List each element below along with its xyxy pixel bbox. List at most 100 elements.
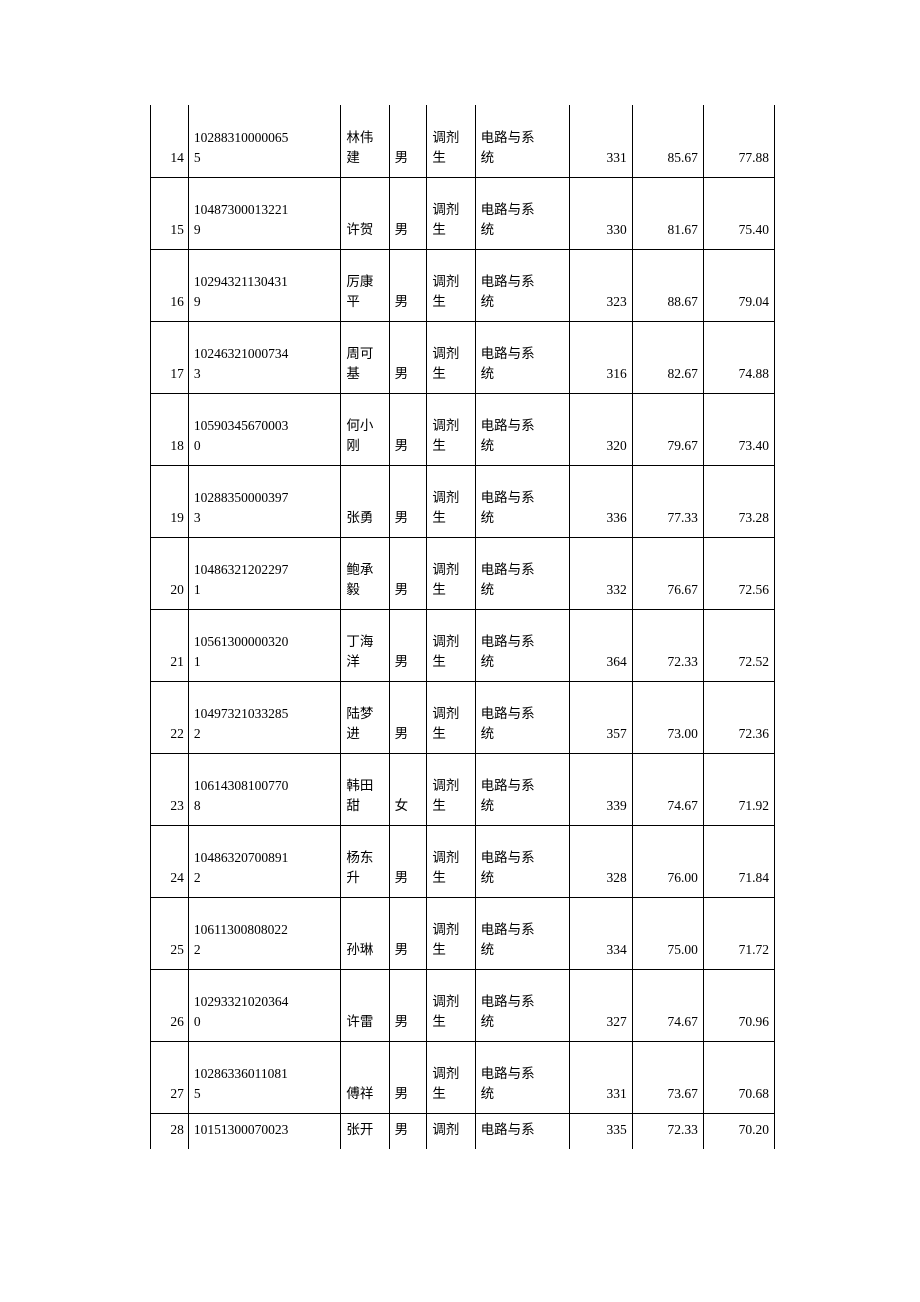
table-row: 27102863360110815傅祥男调剂生电路与系统33173.6770.6… — [151, 1041, 775, 1113]
cell-major: 电路与系统 — [475, 897, 569, 969]
cell-id: 102943211304319 — [188, 249, 341, 321]
cell-score1: 364 — [569, 609, 632, 681]
cell-gender: 男 — [389, 537, 427, 609]
table-row: 20104863212022971鲍承毅男调剂生电路与系统33276.6772.… — [151, 537, 775, 609]
cell-gender: 男 — [389, 177, 427, 249]
cell-score1: 336 — [569, 465, 632, 537]
cell-score1: 323 — [569, 249, 632, 321]
cell-score3: 77.88 — [703, 105, 774, 177]
cell-score1: 357 — [569, 681, 632, 753]
cell-type: 调剂生 — [427, 393, 475, 465]
cell-type: 调剂生 — [427, 105, 475, 177]
cell-type: 调剂生 — [427, 249, 475, 321]
cell-type: 调剂生 — [427, 321, 475, 393]
table-row: 14102883100000655林伟建男调剂生电路与系统33185.6777.… — [151, 105, 775, 177]
cell-gender: 男 — [389, 1041, 427, 1113]
cell-gender: 男 — [389, 105, 427, 177]
cell-id: 104863207008912 — [188, 825, 341, 897]
table-row: 22104973210332852陆梦进男调剂生电路与系统35773.0072.… — [151, 681, 775, 753]
cell-score2: 72.33 — [632, 1113, 703, 1149]
cell-score2: 82.67 — [632, 321, 703, 393]
cell-gender: 男 — [389, 1113, 427, 1149]
cell-name: 傅祥 — [341, 1041, 389, 1113]
cell-score3: 75.40 — [703, 177, 774, 249]
cell-name: 厉康平 — [341, 249, 389, 321]
cell-type: 调剂生 — [427, 825, 475, 897]
cell-score1: 327 — [569, 969, 632, 1041]
cell-name: 何小刚 — [341, 393, 389, 465]
cell-id: 102863360110815 — [188, 1041, 341, 1113]
cell-major: 电路与系统 — [475, 537, 569, 609]
cell-score1: 332 — [569, 537, 632, 609]
cell-type: 调剂生 — [427, 609, 475, 681]
cell-score3: 71.92 — [703, 753, 774, 825]
cell-gender: 男 — [389, 249, 427, 321]
table-row: 18105903456700030何小刚男调剂生电路与系统32079.6773.… — [151, 393, 775, 465]
cell-name: 陆梦进 — [341, 681, 389, 753]
table-row: 21105613000003201丁海洋男调剂生电路与系统36472.3372.… — [151, 609, 775, 681]
cell-name: 张开 — [341, 1113, 389, 1149]
cell-name: 鲍承毅 — [341, 537, 389, 609]
cell-score1: 339 — [569, 753, 632, 825]
cell-gender: 男 — [389, 465, 427, 537]
cell-major: 电路与系统 — [475, 393, 569, 465]
cell-name: 张勇 — [341, 465, 389, 537]
cell-type: 调剂生 — [427, 465, 475, 537]
cell-major: 电路与系 — [475, 1113, 569, 1149]
cell-type: 调剂生 — [427, 681, 475, 753]
cell-major: 电路与系统 — [475, 681, 569, 753]
cell-score2: 73.67 — [632, 1041, 703, 1113]
cell-score1: 331 — [569, 1041, 632, 1113]
cell-score2: 73.00 — [632, 681, 703, 753]
cell-type: 调剂生 — [427, 177, 475, 249]
cell-major: 电路与系统 — [475, 177, 569, 249]
table-row: 16102943211304319厉康平男调剂生电路与系统32388.6779.… — [151, 249, 775, 321]
cell-score2: 88.67 — [632, 249, 703, 321]
cell-index: 17 — [151, 321, 189, 393]
cell-score2: 72.33 — [632, 609, 703, 681]
cell-score2: 81.67 — [632, 177, 703, 249]
cell-score2: 79.67 — [632, 393, 703, 465]
cell-name: 杨东升 — [341, 825, 389, 897]
cell-type: 调剂生 — [427, 1041, 475, 1113]
table-row: 17102463210007343周可基男调剂生电路与系统31682.6774.… — [151, 321, 775, 393]
cell-type: 调剂生 — [427, 897, 475, 969]
cell-index: 26 — [151, 969, 189, 1041]
cell-score1: 328 — [569, 825, 632, 897]
cell-name: 许雷 — [341, 969, 389, 1041]
cell-major: 电路与系统 — [475, 609, 569, 681]
cell-gender: 男 — [389, 393, 427, 465]
cell-name: 林伟建 — [341, 105, 389, 177]
cell-index: 16 — [151, 249, 189, 321]
cell-type: 调剂生 — [427, 537, 475, 609]
table-row: 23106143081007708韩田甜女调剂生电路与系统33974.6771.… — [151, 753, 775, 825]
cell-name: 孙琳 — [341, 897, 389, 969]
cell-index: 27 — [151, 1041, 189, 1113]
cell-gender: 女 — [389, 753, 427, 825]
cell-major: 电路与系统 — [475, 825, 569, 897]
cell-major: 电路与系统 — [475, 465, 569, 537]
cell-score1: 320 — [569, 393, 632, 465]
cell-index: 15 — [151, 177, 189, 249]
cell-id: 105613000003201 — [188, 609, 341, 681]
cell-gender: 男 — [389, 969, 427, 1041]
cell-id: 106143081007708 — [188, 753, 341, 825]
cell-type: 调剂 — [427, 1113, 475, 1149]
cell-id: 10151300070023 — [188, 1113, 341, 1149]
table-row: 26102933210203640许雷男调剂生电路与系统32774.6770.9… — [151, 969, 775, 1041]
cell-score3: 74.88 — [703, 321, 774, 393]
cell-major: 电路与系统 — [475, 321, 569, 393]
cell-id: 104973210332852 — [188, 681, 341, 753]
cell-index: 25 — [151, 897, 189, 969]
cell-score1: 334 — [569, 897, 632, 969]
cell-index: 24 — [151, 825, 189, 897]
cell-score3: 71.72 — [703, 897, 774, 969]
table-row: 15104873000132219许贺男调剂生电路与系统33081.6775.4… — [151, 177, 775, 249]
cell-score3: 79.04 — [703, 249, 774, 321]
cell-index: 18 — [151, 393, 189, 465]
cell-index: 20 — [151, 537, 189, 609]
cell-score3: 70.96 — [703, 969, 774, 1041]
cell-score2: 76.00 — [632, 825, 703, 897]
cell-score3: 72.36 — [703, 681, 774, 753]
cell-gender: 男 — [389, 681, 427, 753]
